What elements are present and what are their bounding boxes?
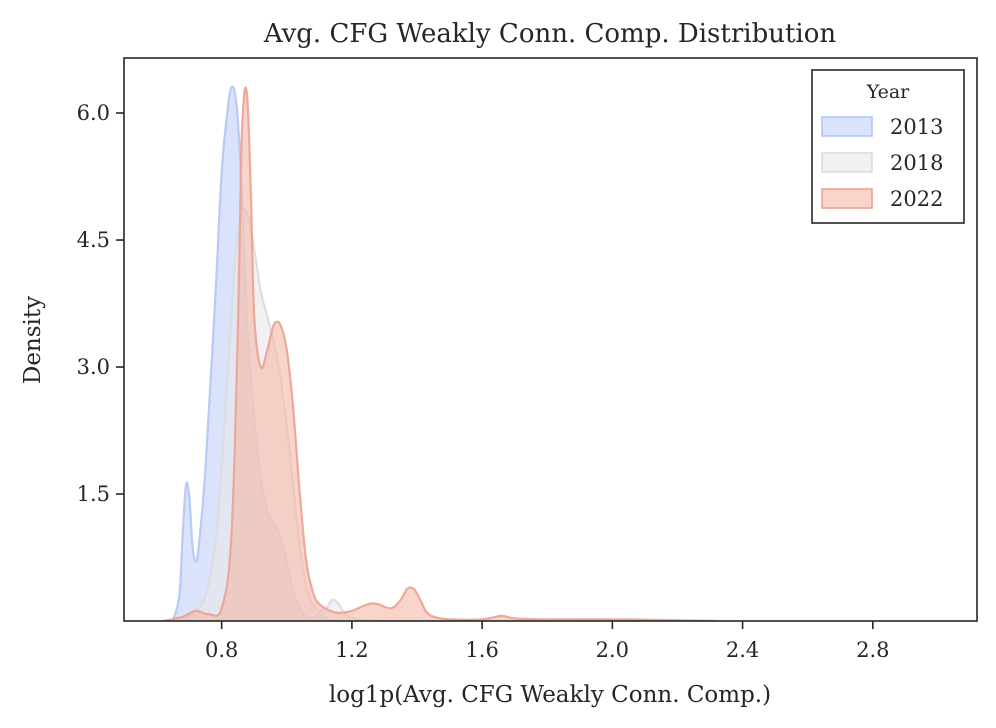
x-tick-label: 0.8: [205, 638, 238, 662]
y-axis: 1.5 3.0 4.5 6.0: [77, 101, 124, 506]
series-area-2022: [163, 87, 717, 621]
legend-label-2022: 2022: [890, 187, 943, 211]
x-axis: 0.8 1.2 1.6 2.0 2.4 2.8: [205, 621, 890, 662]
y-tick-label: 3.0: [77, 355, 110, 379]
x-axis-title: log1p(Avg. CFG Weakly Conn. Comp.): [329, 682, 771, 708]
x-tick-label: 2.8: [856, 638, 889, 662]
y-axis-title: Density: [20, 296, 46, 384]
x-tick-label: 2.0: [596, 638, 629, 662]
series-area-2013: [172, 86, 336, 621]
legend-label-2013: 2013: [890, 115, 943, 139]
plot-frame: [123, 57, 978, 622]
legend-swatch-2018: [821, 152, 873, 173]
x-tick-label: 2.4: [726, 638, 759, 662]
legend-items: 2013 2018 2022: [821, 115, 943, 211]
x-tick-label: 1.6: [465, 638, 498, 662]
y-tick-label: 6.0: [77, 101, 110, 125]
legend-swatch-2022: [821, 188, 873, 209]
chart-title: Avg. CFG Weakly Conn. Comp. Distribution: [263, 19, 837, 49]
legend-swatch-2013: [821, 116, 873, 137]
series-layer: [162, 85, 717, 621]
y-tick-label: 1.5: [77, 482, 110, 506]
series-line-2022: [162, 86, 717, 621]
y-tick-label: 4.5: [77, 228, 110, 252]
plot-area: [123, 57, 978, 622]
legend-title: Year: [866, 81, 910, 103]
x-tick-label: 1.2: [335, 638, 368, 662]
legend-label-2018: 2018: [890, 151, 943, 175]
legend: Year 2013 2018 2022: [811, 69, 965, 224]
